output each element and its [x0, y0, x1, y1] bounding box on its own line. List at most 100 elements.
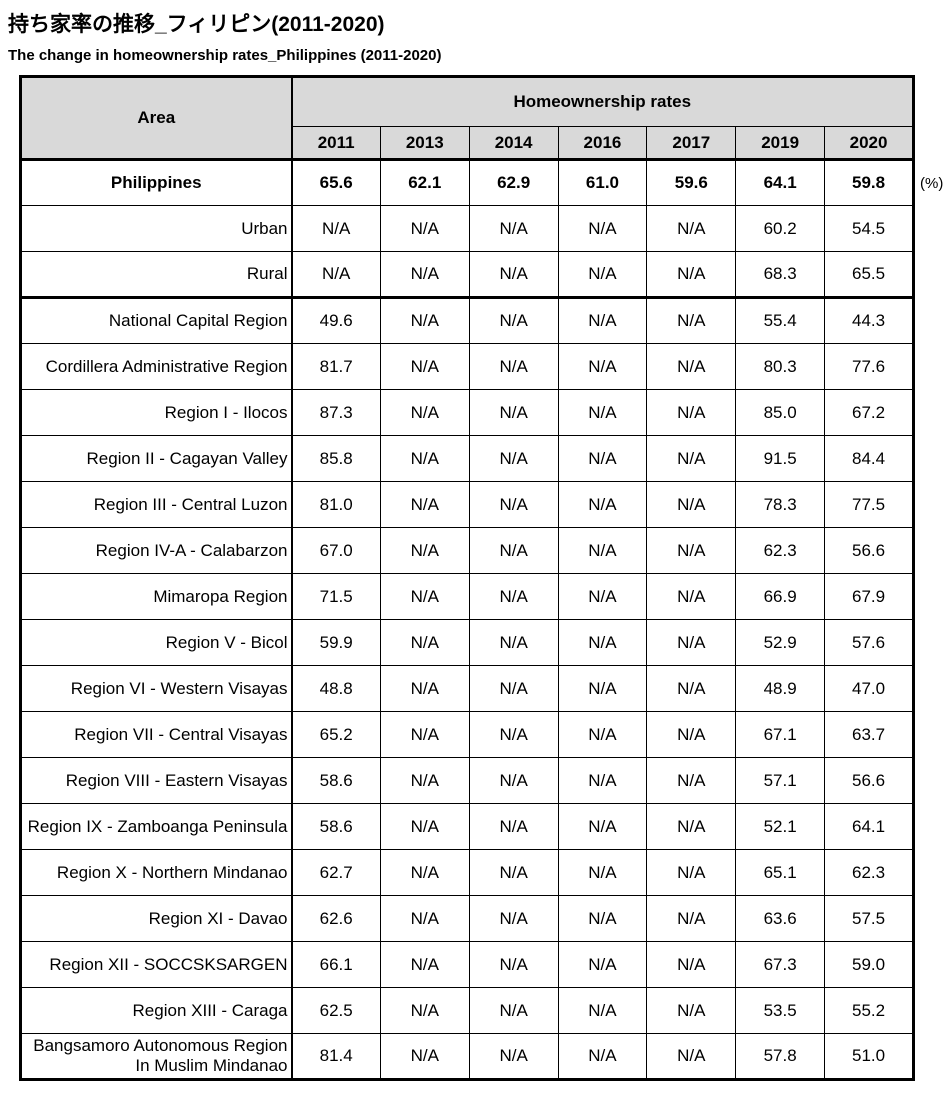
value-cell: N/A	[646, 619, 737, 666]
table-row: Region XI - Davao 62.6 N/A N/A N/A N/A 63.6 57.…	[20, 895, 914, 942]
value-cell: N/A	[468, 527, 559, 574]
value-cell: N/A	[379, 849, 470, 896]
value-cell: N/A	[379, 895, 470, 942]
value-cell: N/A	[557, 803, 648, 850]
value-cell: 65.6	[291, 159, 381, 206]
area-cell: Mimaropa Region	[20, 573, 293, 620]
area-cell: Region IV-A - Calabarzon	[20, 527, 293, 574]
value-cell: 65.2	[291, 711, 381, 758]
value-cell: 58.6	[291, 803, 381, 850]
page-subtitle-english: The change in homeownership rates_Philip…	[8, 47, 442, 64]
value-cell: 57.1	[735, 757, 826, 804]
value-cell: 87.3	[291, 389, 381, 436]
value-cell: N/A	[646, 711, 737, 758]
value-cell: 66.1	[291, 941, 381, 988]
value-cell: 81.7	[291, 343, 381, 390]
value-cell: N/A	[468, 435, 559, 482]
table-row: Rural N/A N/A N/A N/A N/A 68.3 65.5	[20, 251, 914, 299]
value-cell: N/A	[379, 941, 470, 988]
value-cell: 62.3	[824, 849, 914, 896]
value-cell: N/A	[557, 205, 648, 252]
value-cell: 51.0	[824, 1033, 914, 1080]
value-cell: N/A	[646, 297, 737, 344]
value-cell: 59.6	[646, 159, 737, 206]
value-cell: N/A	[646, 573, 737, 620]
value-cell: N/A	[468, 481, 559, 528]
value-cell: 61.0	[557, 159, 648, 206]
value-cell: N/A	[557, 619, 648, 666]
value-cell: N/A	[646, 527, 737, 574]
area-cell: Urban	[20, 205, 293, 252]
homeownership-rates-table: Area Homeownership rates 2011 2013 2014 201…	[19, 75, 915, 1081]
value-cell: N/A	[646, 205, 737, 252]
value-cell: 85.0	[735, 389, 826, 436]
area-cell: Region XI - Davao	[20, 895, 293, 942]
value-cell: 52.1	[735, 803, 826, 850]
value-cell: N/A	[468, 757, 559, 804]
value-cell: N/A	[468, 205, 559, 252]
value-cell: 81.4	[291, 1033, 381, 1080]
value-cell: N/A	[468, 389, 559, 436]
value-cell: N/A	[646, 665, 737, 712]
value-cell: N/A	[379, 481, 470, 528]
value-cell: 47.0	[824, 665, 914, 712]
value-cell: N/A	[291, 205, 381, 252]
year-header-row: 2011 2013 2014 2016 2017 2019 2020	[21, 126, 914, 161]
group-column-header: Homeownership rates	[291, 76, 914, 127]
value-cell: N/A	[468, 1033, 559, 1080]
value-cell: N/A	[379, 573, 470, 620]
table-row: Region V - Bicol 59.9 N/A N/A N/A N/A 52.9 57.6	[20, 619, 914, 666]
value-cell: N/A	[646, 435, 737, 482]
page: 持ち家率の推移_フィリピン(2011-2020) The change in h…	[8, 8, 952, 1081]
area-column-header: Area	[20, 76, 293, 161]
value-cell: N/A	[646, 251, 737, 299]
value-cell: 77.6	[824, 343, 914, 390]
value-cell: 62.9	[468, 159, 559, 206]
value-cell: N/A	[379, 803, 470, 850]
value-cell: 64.1	[824, 803, 914, 850]
value-cell: N/A	[557, 343, 648, 390]
value-cell: N/A	[646, 343, 737, 390]
value-cell: 60.2	[735, 205, 826, 252]
value-cell: 55.2	[824, 987, 914, 1034]
area-cell: Rural	[20, 251, 293, 299]
year-header: 2014	[468, 126, 559, 161]
value-cell: 71.5	[291, 573, 381, 620]
year-header: 2016	[557, 126, 648, 161]
table-row: Region VIII - Eastern Visayas 58.6 N/A N/A N…	[20, 757, 914, 804]
value-cell: N/A	[468, 297, 559, 344]
value-cell: 57.6	[824, 619, 914, 666]
table-row: Region X - Northern Mindanao 62.7 N/A N/A N/…	[20, 849, 914, 896]
value-cell: 62.7	[291, 849, 381, 896]
value-cell: 55.4	[735, 297, 826, 344]
value-cell: N/A	[468, 251, 559, 299]
value-cell: N/A	[468, 665, 559, 712]
value-cell: 56.6	[824, 527, 914, 574]
value-cell: 62.1	[379, 159, 470, 206]
value-cell: 58.6	[291, 757, 381, 804]
value-cell: N/A	[646, 757, 737, 804]
value-cell: 77.5	[824, 481, 914, 528]
year-header: 2011	[291, 126, 381, 161]
value-cell: 91.5	[735, 435, 826, 482]
page-title-japanese: 持ち家率の推移_フィリピン(2011-2020)	[8, 13, 385, 36]
table-row: Mimaropa Region 71.5 N/A N/A N/A N/A 66.9 67.9	[20, 573, 914, 620]
area-cell: Region V - Bicol	[20, 619, 293, 666]
value-cell: 59.9	[291, 619, 381, 666]
value-cell: N/A	[379, 527, 470, 574]
value-cell: N/A	[379, 343, 470, 390]
value-cell: N/A	[646, 389, 737, 436]
value-cell: N/A	[646, 849, 737, 896]
value-cell: N/A	[379, 297, 470, 344]
value-cell: 57.5	[824, 895, 914, 942]
value-cell: 59.8	[824, 159, 914, 206]
table-row: Cordillera Administrative Region 81.7 N/A N…	[20, 343, 914, 390]
table-row: Region II - Cagayan Valley 85.8 N/A N/A N/A N…	[20, 435, 914, 482]
value-cell: N/A	[379, 251, 470, 299]
value-cell: N/A	[379, 757, 470, 804]
table-row: Region VII - Central Visayas 65.2 N/A N/A N/…	[20, 711, 914, 758]
area-cell: Region XII - SOCCSKSARGEN	[20, 941, 293, 988]
value-cell: 54.5	[824, 205, 914, 252]
area-cell: Region III - Central Luzon	[20, 481, 293, 528]
table-row: Bangsamoro Autonomous Region In Muslim M…	[20, 1033, 914, 1080]
